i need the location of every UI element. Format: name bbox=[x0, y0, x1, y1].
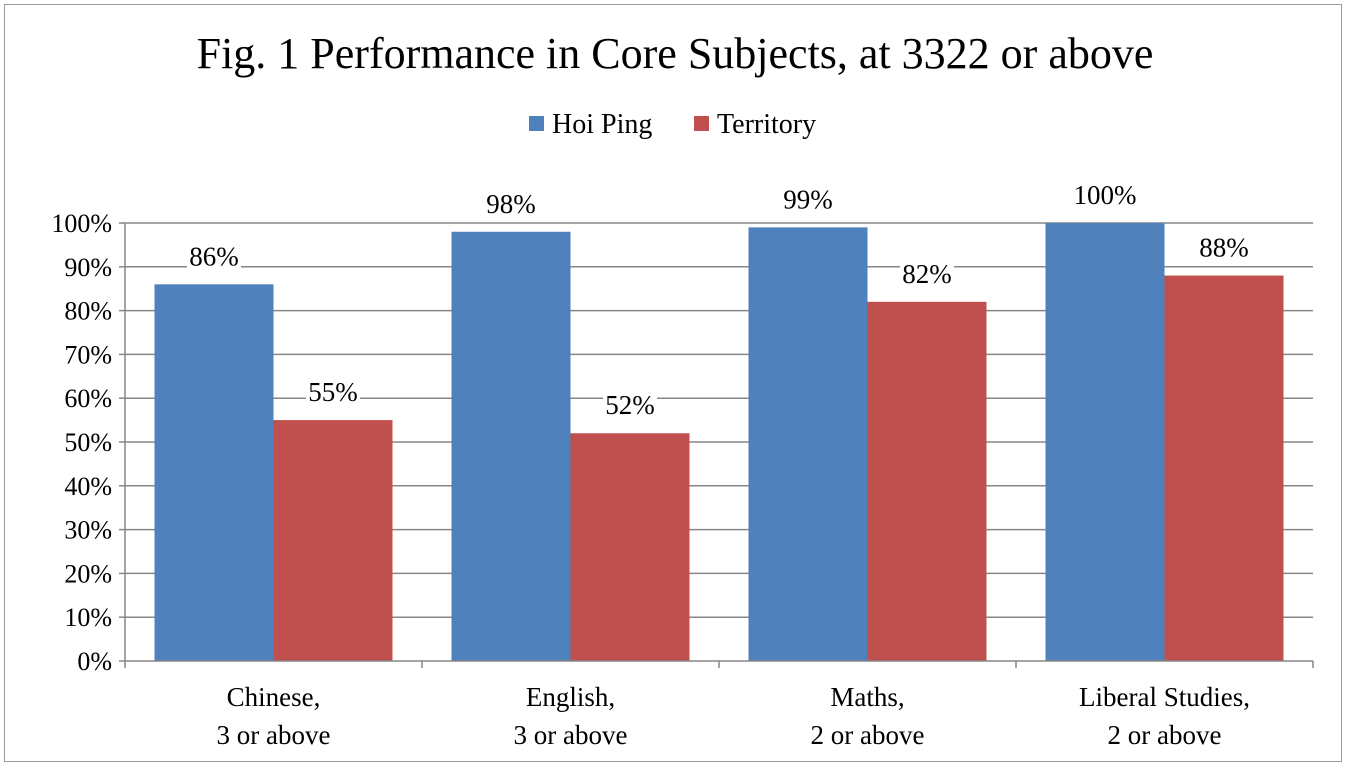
data-label: 86% bbox=[189, 241, 239, 271]
y-tick-label: 20% bbox=[64, 559, 112, 588]
data-label: 99% bbox=[783, 184, 833, 214]
data-label: 82% bbox=[902, 259, 952, 289]
bar-hoi-ping bbox=[154, 284, 274, 661]
bar-hoi-ping bbox=[451, 231, 571, 661]
legend-label-territory: Territory bbox=[717, 109, 816, 140]
axes: 0% 10% 20% 30% 40% 50% 60% 70% 80% 90% 100% Chinese… bbox=[51, 209, 1314, 750]
data-label: 100% bbox=[1074, 180, 1137, 210]
bars bbox=[154, 223, 1284, 661]
y-tick-label: 80% bbox=[64, 297, 112, 326]
y-tick-label: 50% bbox=[64, 428, 112, 457]
y-tick-label: 0% bbox=[77, 647, 112, 676]
y-tick-label: 90% bbox=[64, 253, 112, 282]
data-label-bg bbox=[187, 238, 241, 273]
bar-hoi-ping bbox=[1045, 223, 1165, 661]
x-category-label: Chinese, bbox=[227, 682, 321, 712]
x-category-label: 2 or above bbox=[811, 720, 925, 750]
bar-territory bbox=[273, 420, 393, 661]
y-tick-label: 40% bbox=[64, 472, 112, 501]
legend: Hoi Ping Territory bbox=[529, 109, 816, 140]
data-label-bg bbox=[781, 181, 835, 216]
y-tick-label: 70% bbox=[64, 340, 112, 369]
data-label: 55% bbox=[308, 377, 358, 407]
legend-swatch-territory bbox=[694, 116, 709, 131]
data-label-bg bbox=[900, 255, 954, 290]
legend-swatch-hoi-ping bbox=[529, 116, 544, 131]
bar-territory bbox=[1164, 275, 1284, 661]
x-category-label: 3 or above bbox=[514, 720, 628, 750]
x-category-label: Maths, bbox=[830, 682, 904, 712]
data-label: 88% bbox=[1199, 233, 1249, 263]
data-label-bg bbox=[603, 387, 657, 422]
data-label-bg bbox=[484, 185, 538, 220]
data-labels: 86% 98% 99% 100% 55% 52% 82% 88% bbox=[187, 177, 1251, 422]
y-tick-label: 10% bbox=[64, 603, 112, 632]
data-label-bg bbox=[1197, 229, 1251, 264]
bar-hoi-ping bbox=[748, 227, 868, 661]
x-category-label: English, bbox=[526, 682, 615, 712]
y-tick-label: 100% bbox=[51, 209, 112, 238]
y-tick-label: 30% bbox=[64, 516, 112, 545]
chart-title: Fig. 1 Performance in Core Subjects, at … bbox=[197, 29, 1154, 78]
x-category-label: 2 or above bbox=[1108, 720, 1222, 750]
data-label: 98% bbox=[486, 189, 536, 219]
data-label: 52% bbox=[605, 390, 655, 420]
bar-territory bbox=[570, 433, 690, 661]
y-tick-label: 60% bbox=[64, 384, 112, 413]
data-label-bg bbox=[306, 374, 360, 409]
legend-label-hoi-ping: Hoi Ping bbox=[552, 109, 652, 140]
x-category-label: Liberal Studies, bbox=[1079, 682, 1250, 712]
bar-territory bbox=[867, 301, 987, 661]
data-label-bg bbox=[1071, 177, 1139, 211]
x-category-label: 3 or above bbox=[217, 720, 331, 750]
